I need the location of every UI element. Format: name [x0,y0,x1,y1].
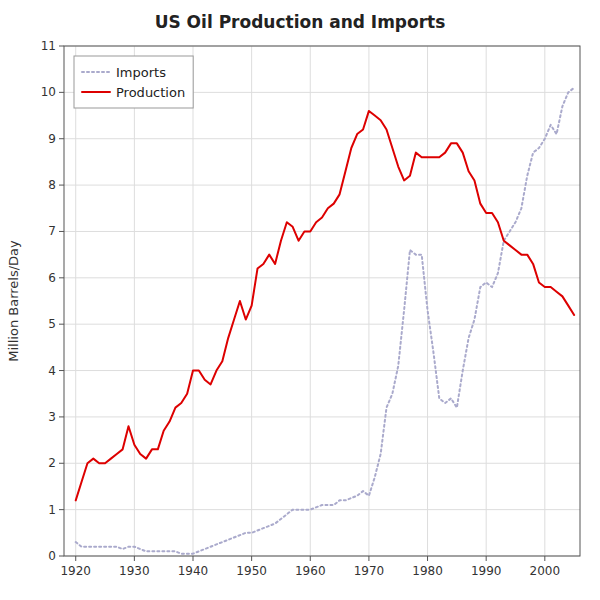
grid-line-y [64,138,580,139]
grid-line-y [64,509,580,510]
tick-y [59,509,64,510]
tick-label-y: 11 [41,39,56,53]
tick-y [59,370,64,371]
tick-x [134,556,135,561]
tick-label-x: 1980 [412,564,443,578]
tick-label-x: 2000 [530,564,561,578]
grid-line-x [368,46,369,556]
grid-line-y [64,324,580,325]
legend-label: Production [116,85,185,100]
tick-x [368,556,369,561]
grid [64,46,580,556]
tick-label-x: 1970 [354,564,385,578]
grid-line-y [64,463,580,464]
legend-swatch [82,71,110,73]
grid-line-x [310,46,311,556]
tick-label-y: 10 [41,85,56,99]
tick-x [544,556,545,561]
tick-y [59,277,64,278]
grid-line-x [193,46,194,556]
grid-line-x [544,46,545,556]
tick-x [193,556,194,561]
grid-line-x [486,46,487,556]
tick-label-x: 1960 [295,564,326,578]
tick-y [59,92,64,93]
legend-label: Imports [116,65,166,80]
grid-line-x [75,46,76,556]
tick-label-x: 1930 [119,564,150,578]
tick-label-y: 8 [48,178,56,192]
tick-label-y: 1 [48,503,56,517]
tick-label-x: 1950 [236,564,267,578]
tick-y [59,463,64,464]
tick-label-y: 2 [48,456,56,470]
tick-y [59,556,64,557]
tick-label-x: 1940 [178,564,209,578]
tick-label-y: 9 [48,132,56,146]
tick-y [59,46,64,47]
legend-swatch [82,91,110,93]
title: US Oil Production and Imports [155,12,446,32]
tick-x [75,556,76,561]
tick-label-y: 5 [48,317,56,331]
tick-y [59,138,64,139]
grid-line-x [134,46,135,556]
tick-y [59,416,64,417]
grid-line-y [64,231,580,232]
tick-label-x: 1920 [60,564,91,578]
tick-y [59,231,64,232]
y-axis-label: Million Barrels/Day [6,240,21,362]
tick-label-y: 4 [48,364,56,378]
grid-line-y [64,185,580,186]
grid-line-y [64,370,580,371]
tick-y [59,185,64,186]
grid-line-y [64,416,580,417]
grid-line-y [64,277,580,278]
chart: 1920 1930 1940 1950 1960 1970 1980 1990 2000 0 1 2 3… [0,0,600,600]
background [0,0,600,600]
series-line [76,88,574,554]
tick-x [427,556,428,561]
tick-label-y: 3 [48,410,56,424]
tick-label-y: 6 [48,271,56,285]
tick-label-y: 0 [48,549,56,563]
tick-x [310,556,311,561]
tick-label-x: 1990 [471,564,502,578]
plot-frame [64,46,580,556]
lines [76,88,574,554]
tick-label-y: 7 [48,224,56,238]
legend: Imports Production [74,56,193,108]
axes: 1920 1930 1940 1950 1960 1970 1980 1990 2000 0 1 2 3… [41,39,580,578]
tick-x [251,556,252,561]
tick-x [486,556,487,561]
series-line [76,111,574,500]
tick-y [59,324,64,325]
legend-box [74,56,193,108]
